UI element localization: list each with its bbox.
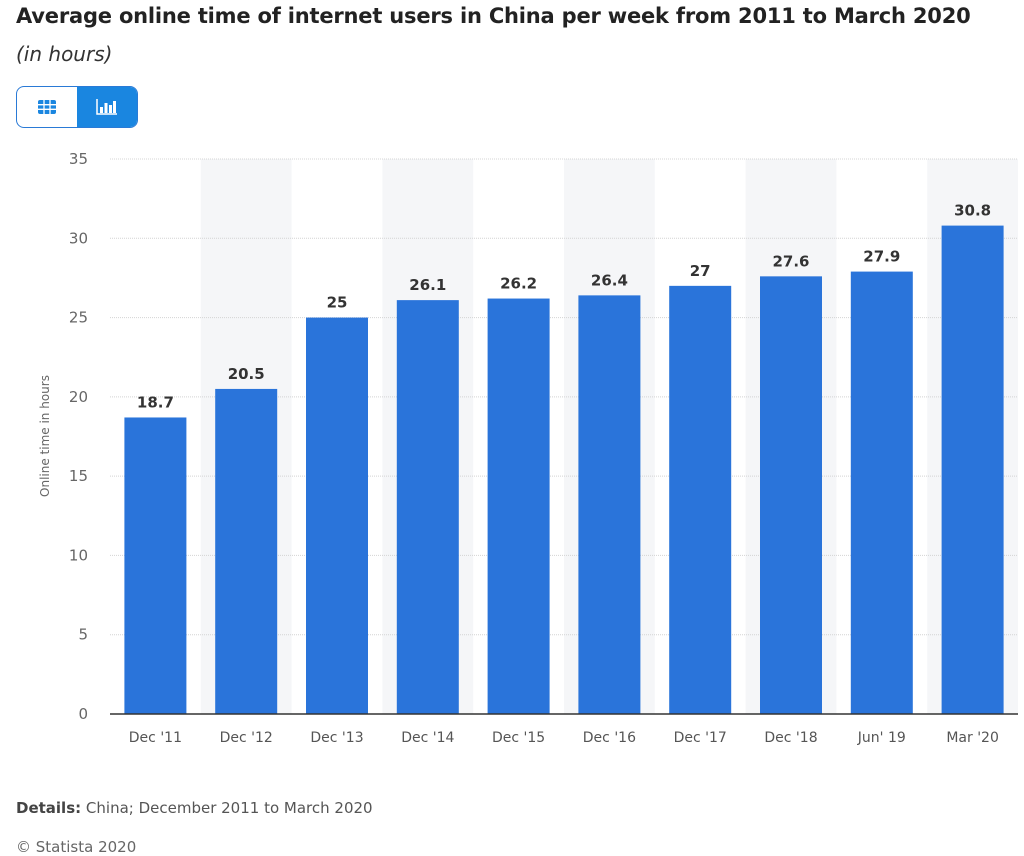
data-label: 26.1: [409, 276, 446, 294]
data-label: 27.6: [772, 252, 809, 270]
bar-chart: 0 5 10 15 20 25 30 35 Online time in hours 18.7 De…: [38, 150, 1018, 746]
bar: [306, 317, 368, 714]
bar: [850, 271, 913, 714]
x-tick-label: Dec '16: [583, 730, 636, 746]
x-tick-label: Dec '15: [492, 730, 545, 746]
table-icon: [38, 100, 56, 114]
table-view-button[interactable]: [17, 87, 77, 127]
y-tick-label: 0: [78, 705, 88, 723]
bar: [941, 225, 1004, 714]
bar: [578, 295, 641, 714]
y-axis-label: Online time in hours: [38, 375, 52, 497]
data-label: 27: [690, 262, 711, 280]
x-tick-label: Mar '20: [946, 730, 999, 746]
x-tick-label: Dec '11: [129, 730, 182, 746]
data-label: 18.7: [137, 393, 174, 411]
data-label: 27.9: [863, 248, 900, 266]
x-tick-label: Dec '17: [674, 730, 727, 746]
x-tick-label: Dec '12: [220, 730, 273, 746]
details: Details: China; December 2011 to March 2…: [16, 799, 373, 817]
bar: [396, 300, 459, 714]
data-label: 25: [327, 294, 348, 312]
chart-view-button[interactable]: [77, 87, 137, 127]
y-tick-label: 5: [78, 626, 88, 644]
y-tick-label: 30: [69, 229, 88, 247]
data-label: 20.5: [228, 365, 265, 383]
x-tick-label: Dec '13: [310, 730, 363, 746]
y-tick-label: 15: [69, 467, 88, 485]
x-tick-label: Dec '14: [401, 730, 454, 746]
copyright: © Statista 2020: [16, 838, 137, 856]
details-label: Details:: [16, 799, 82, 817]
y-tick-label: 20: [69, 388, 88, 406]
x-tick-label: Dec '18: [764, 730, 817, 746]
data-label: 30.8: [954, 202, 991, 220]
x-tick-label: Jun' 19: [857, 730, 906, 746]
details-text: China; December 2011 to March 2020: [85, 799, 373, 817]
bar: [124, 417, 187, 714]
data-label: 26.2: [500, 275, 537, 293]
chart-subtitle: (in hours): [16, 42, 113, 66]
bar: [215, 388, 278, 714]
bar-chart-icon: [96, 99, 117, 115]
data-label: 26.4: [591, 271, 628, 289]
bar: [760, 276, 822, 714]
bar: [487, 298, 550, 714]
chart-title: Average online time of internet users in…: [16, 4, 971, 28]
view-toggle: [16, 86, 138, 128]
y-tick-label: 35: [69, 150, 88, 168]
bar: [669, 285, 732, 714]
y-tick-label: 25: [69, 309, 88, 327]
y-tick-label: 10: [69, 546, 88, 564]
